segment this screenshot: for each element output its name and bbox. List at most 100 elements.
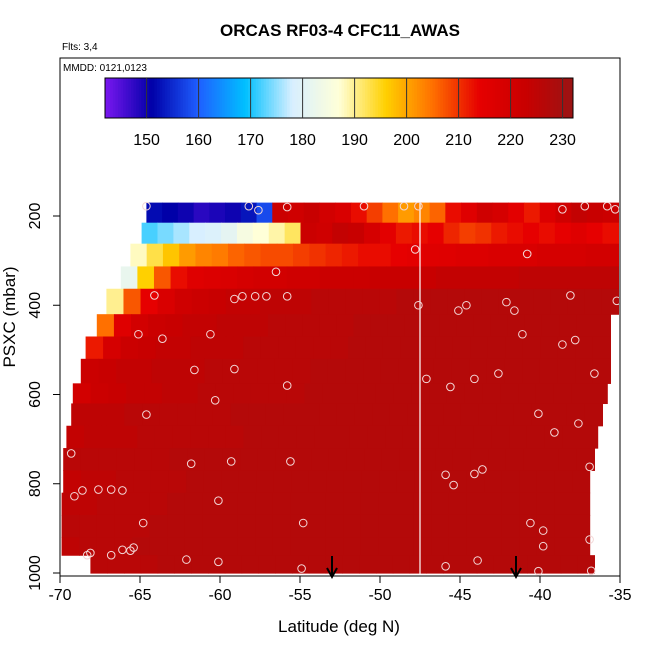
heatmap-cell xyxy=(191,288,210,315)
heatmap-cell xyxy=(378,492,397,516)
sample-point xyxy=(558,205,567,214)
heatmap-cell xyxy=(367,425,386,449)
colorbar-segment xyxy=(175,78,179,118)
sample-point xyxy=(470,469,479,479)
sample-point xyxy=(538,526,548,535)
heatmap-cell xyxy=(554,492,573,516)
colorbar-segment xyxy=(541,78,545,118)
sample-point xyxy=(214,496,223,506)
heatmap-cell xyxy=(242,288,261,315)
heatmap-cell xyxy=(413,514,432,538)
heatmap-cell xyxy=(103,336,122,360)
sample-point xyxy=(244,201,254,211)
heatmap-cell xyxy=(550,288,568,315)
sample-point xyxy=(94,485,103,494)
heatmap-cell xyxy=(96,314,115,338)
sample-point xyxy=(129,543,138,552)
heatmap-cell xyxy=(420,425,439,449)
heatmap-cell xyxy=(540,336,559,360)
colorbar-segment xyxy=(190,78,194,118)
colorbar-segment xyxy=(406,78,410,118)
heatmap-cell xyxy=(554,470,573,494)
heatmap-cell xyxy=(413,288,432,315)
heatmap-cell xyxy=(250,314,269,338)
sample-point xyxy=(138,518,148,528)
sample-point xyxy=(550,428,559,437)
heatmap-cell xyxy=(481,288,500,315)
sample-point xyxy=(206,329,215,339)
x-tick-label: -55 xyxy=(288,587,311,604)
heatmap-cell xyxy=(308,514,327,538)
colorbar-segment xyxy=(453,78,457,118)
colorbar-segment xyxy=(196,78,199,118)
heatmap-cell xyxy=(303,202,321,224)
heatmap-cell xyxy=(272,537,291,556)
heatmap-cell xyxy=(601,288,619,315)
colorbar-segment xyxy=(229,78,233,118)
heatmap-cell xyxy=(439,314,457,338)
heatmap-cell xyxy=(237,514,256,538)
heatmap-cell xyxy=(290,537,309,556)
heatmap-cell xyxy=(215,383,234,405)
heatmap-cell xyxy=(491,222,508,245)
colorbar-segment xyxy=(518,78,522,118)
heatmap-cell xyxy=(455,425,475,449)
heatmap-cell xyxy=(222,448,241,471)
heatmap-cell xyxy=(518,266,537,290)
heatmap-cell xyxy=(585,266,603,290)
colorbar-segment xyxy=(146,78,150,118)
heatmap-cell xyxy=(592,358,611,384)
sample-point xyxy=(142,201,151,211)
heatmap-cell xyxy=(319,314,338,338)
heatmap-cell xyxy=(343,470,363,494)
heatmap-cell xyxy=(137,425,156,449)
colorbar-segment xyxy=(554,78,558,118)
colorbar-segment xyxy=(224,78,228,118)
heatmap-cell xyxy=(327,358,347,384)
heatmap-cell xyxy=(308,470,327,494)
colorbar-segment xyxy=(570,78,574,118)
heatmap-cell xyxy=(417,448,436,471)
colorbar-segment xyxy=(214,78,218,118)
heatmap-cell xyxy=(572,514,591,538)
heatmap-cell xyxy=(283,403,302,427)
heatmap-cell xyxy=(308,555,327,574)
heatmap-cell xyxy=(221,222,238,245)
colorbar-segment xyxy=(534,78,537,118)
colorbar-segment xyxy=(398,78,402,118)
heatmap-cell xyxy=(184,514,203,538)
heatmap-cell xyxy=(256,470,275,494)
colorbar-segment xyxy=(536,78,540,118)
sample-point xyxy=(473,556,482,565)
heatmap-cell xyxy=(341,243,359,268)
colorbar-segment xyxy=(557,78,561,118)
colorbar-segment xyxy=(523,78,527,118)
sample-point xyxy=(78,486,87,495)
heatmap-cell xyxy=(220,492,239,516)
colorbar-segment xyxy=(515,78,519,118)
colorbar-segment xyxy=(339,78,342,118)
x-tick-label: -45 xyxy=(448,587,471,604)
heatmap-cell xyxy=(541,448,560,471)
heatmap-cell xyxy=(134,448,153,471)
heatmap-cell xyxy=(520,243,538,268)
heatmap-cell xyxy=(369,266,387,290)
heatmap-cell xyxy=(149,537,168,556)
heatmap-cell xyxy=(407,403,426,427)
heatmap-cell xyxy=(301,403,320,427)
heatmap-cell xyxy=(209,202,226,224)
heatmap-cell xyxy=(505,336,524,360)
heatmap-cell xyxy=(149,514,168,538)
colorbar-segment xyxy=(362,78,366,118)
sample-point xyxy=(538,541,548,551)
colorbar-segment xyxy=(419,78,423,118)
heatmap-cell xyxy=(577,555,595,574)
heatmap-cell xyxy=(167,492,186,516)
heatmap-cell xyxy=(396,514,415,538)
heatmap-cell xyxy=(416,358,435,384)
colorbar-segment xyxy=(313,78,316,118)
heatmap-cell xyxy=(63,470,82,494)
heatmap-cell xyxy=(328,448,348,471)
heatmap-cell xyxy=(275,555,293,574)
sample-point xyxy=(510,306,519,315)
